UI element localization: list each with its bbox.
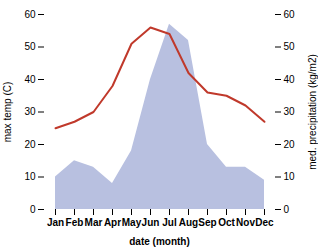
- svg-text:Mar: Mar: [85, 217, 103, 228]
- svg-text:60: 60: [24, 9, 36, 20]
- svg-text:Apr: Apr: [104, 217, 121, 228]
- svg-text:30: 30: [24, 106, 36, 117]
- svg-text:50: 50: [284, 41, 296, 52]
- svg-text:Sep: Sep: [198, 217, 216, 228]
- svg-text:Jul: Jul: [162, 217, 177, 228]
- svg-text:10: 10: [24, 171, 36, 182]
- svg-text:0: 0: [30, 204, 36, 215]
- svg-text:Aug: Aug: [179, 217, 198, 228]
- svg-text:60: 60: [284, 9, 296, 20]
- svg-text:Oct: Oct: [218, 217, 235, 228]
- svg-text:Nov: Nov: [236, 217, 255, 228]
- svg-text:Jan: Jan: [47, 217, 64, 228]
- svg-text:med. precipitation (kg/m2): med. precipitation (kg/m2): [307, 54, 318, 170]
- svg-text:0: 0: [284, 204, 290, 215]
- svg-text:40: 40: [24, 74, 36, 85]
- svg-text:40: 40: [284, 74, 296, 85]
- svg-text:May: May: [122, 217, 142, 228]
- svg-text:50: 50: [24, 41, 36, 52]
- svg-text:date (month): date (month): [129, 236, 190, 247]
- svg-text:Jun: Jun: [142, 217, 160, 228]
- svg-text:Feb: Feb: [66, 217, 84, 228]
- svg-text:20: 20: [24, 139, 36, 150]
- svg-text:20: 20: [284, 139, 296, 150]
- svg-text:Dec: Dec: [255, 217, 274, 228]
- svg-text:30: 30: [284, 106, 296, 117]
- svg-text:max temp (C): max temp (C): [2, 82, 13, 143]
- svg-text:10: 10: [284, 171, 296, 182]
